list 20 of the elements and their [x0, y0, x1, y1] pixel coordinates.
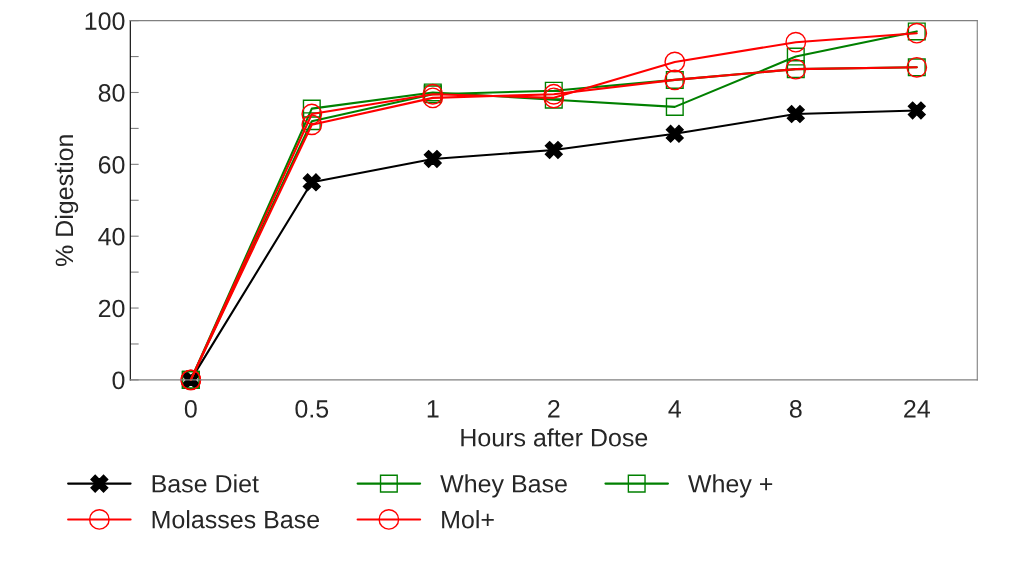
y-axis-title: % Digestion: [54, 135, 79, 267]
legend-label: Whey Base: [440, 474, 567, 498]
x-tick-label: 0.5: [295, 400, 329, 418]
legend-label: Molasses Base: [152, 510, 320, 529]
x-tick-label: 2: [548, 400, 560, 418]
y-tick-label: 0: [112, 371, 125, 390]
x-tick-label: 8: [789, 400, 802, 418]
x-tick-label: 1: [427, 400, 439, 418]
y-tick-label: 60: [98, 155, 125, 174]
y-tick-label: 40: [98, 227, 125, 246]
legend-label: Whey +: [688, 474, 773, 498]
x-tick-label: 24: [904, 400, 930, 418]
y-tick-label: 80: [98, 84, 125, 102]
x-tick-label: 0: [184, 400, 197, 418]
legend-label: Mol+: [442, 510, 494, 529]
legend-label: Base Diet: [152, 474, 259, 493]
y-tick-label: 100: [85, 12, 125, 30]
y-tick-label: 20: [98, 299, 125, 318]
x-tick-label: 4: [668, 400, 682, 418]
x-axis-title: Hours after Dose: [461, 428, 648, 447]
